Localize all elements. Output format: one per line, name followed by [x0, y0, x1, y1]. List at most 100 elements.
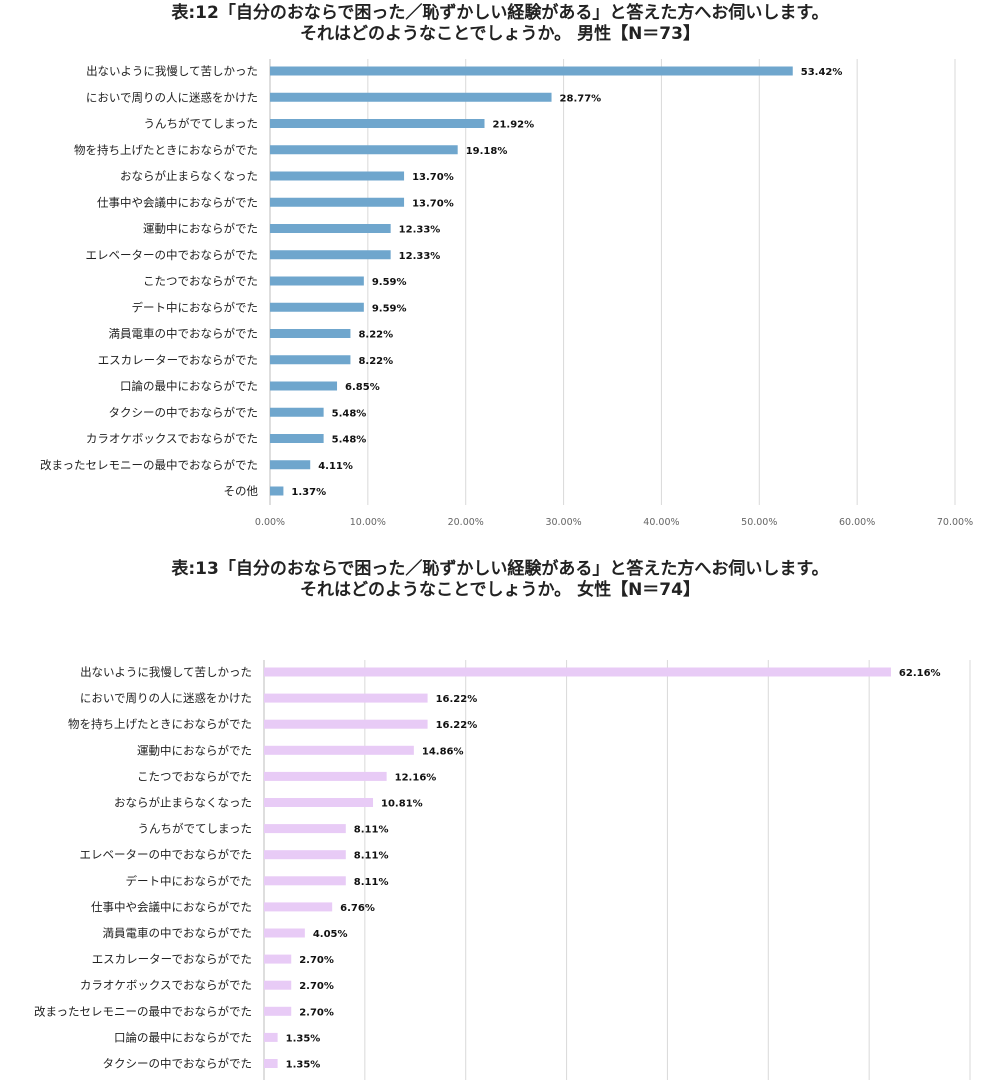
value-label: 1.35%: [286, 1033, 321, 1044]
category-label: 改まったセレモニーの最中でおならがでた: [40, 458, 258, 472]
value-label: 9.59%: [372, 277, 407, 288]
bar-chart-female: 0.00%10.00%20.00%30.00%40.00%50.00%60.00…: [34, 660, 971, 1080]
value-label: 14.86%: [422, 746, 464, 757]
x-tick-label: 10.00%: [350, 517, 386, 528]
bar: [264, 902, 333, 912]
value-label: 2.70%: [299, 955, 334, 966]
value-label: 19.18%: [466, 146, 508, 157]
x-tick-label: 40.00%: [643, 517, 679, 528]
value-label: 5.48%: [332, 435, 367, 446]
chart-title-line1: 表:13「自分のおならで困った／恥ずかしい経験がある」と答えた方へお伺いします。: [171, 559, 829, 579]
value-label: 8.22%: [358, 330, 393, 341]
category-label: 出ないように我慢して苦しかった: [80, 665, 252, 679]
bar: [264, 693, 428, 703]
value-label: 13.70%: [412, 172, 454, 183]
bar: [264, 1006, 292, 1016]
bar: [264, 954, 292, 964]
chart-title-line2: それはどのようなことでしょうか。 女性【N＝74】: [300, 580, 700, 600]
bar: [270, 460, 311, 470]
bar: [270, 250, 391, 260]
category-label: 満員電車の中でおならがでた: [103, 926, 253, 940]
bar: [270, 224, 391, 233]
x-tick-label: 30.00%: [545, 517, 581, 528]
chart-title: 表:13「自分のおならで困った／恥ずかしい経験がある」と答えた方へお伺いします。…: [0, 559, 1000, 601]
bar: [264, 771, 387, 781]
x-tick-label: 0.00%: [255, 517, 285, 528]
category-label: うんちがでてしまった: [143, 117, 258, 131]
value-label: 16.22%: [436, 720, 478, 731]
value-label: 21.92%: [493, 120, 535, 131]
category-label: 満員電車の中でおならがでた: [109, 327, 259, 341]
category-label: 運動中におならがでた: [143, 222, 258, 236]
category-label: 仕事中や会議中におならがでた: [91, 900, 252, 914]
category-label: こたつでおならがでた: [143, 274, 258, 288]
category-label: その他: [224, 484, 259, 498]
bar: [270, 407, 324, 417]
category-label: 改まったセレモニーの最中でおならがでた: [34, 1004, 252, 1018]
value-label: 8.11%: [354, 877, 389, 888]
bar: [270, 302, 364, 312]
category-label: 口論の最中におならがでた: [120, 379, 258, 393]
category-label: こたつでおならがでた: [137, 769, 252, 783]
bar: [264, 1059, 278, 1068]
chart-male: 表:12「自分のおならで困った／恥ずかしい経験がある」と答えた方へお伺いします。…: [0, 3, 1000, 528]
value-label: 2.70%: [299, 981, 334, 992]
category-label: エスカレーターでおならがでた: [92, 952, 252, 966]
value-label: 12.33%: [399, 225, 441, 236]
chart-title: 表:12「自分のおならで困った／恥ずかしい経験がある」と答えた方へお伺いします。…: [0, 3, 1000, 45]
value-label: 12.16%: [395, 772, 437, 783]
category-label: デート中におならがでた: [132, 300, 259, 314]
x-tick-label: 20.00%: [448, 517, 484, 528]
x-tick-label: 70.00%: [937, 517, 973, 528]
value-label: 53.42%: [801, 67, 843, 78]
category-label: おならが止まらなくなった: [114, 796, 252, 810]
value-label: 62.16%: [899, 668, 941, 679]
bar: [264, 980, 292, 990]
value-label: 2.70%: [299, 1007, 334, 1018]
bar: [264, 719, 428, 729]
bar: [264, 798, 374, 807]
category-label: においで周りの人に迷惑をかけた: [86, 90, 258, 104]
bar: [270, 92, 552, 102]
value-label: 8.11%: [354, 851, 389, 862]
category-label: エレベーターの中でおならがでた: [86, 248, 259, 262]
bar: [270, 145, 458, 155]
chart-title-line1: 表:12「自分のおならで困った／恥ずかしい経験がある」と答えた方へお伺いします。: [171, 3, 829, 23]
bar: [270, 355, 351, 365]
bar: [270, 486, 284, 496]
bar: [270, 434, 324, 443]
bar: [270, 119, 485, 128]
category-label: タクシーの中でおならがでた: [109, 405, 259, 419]
bar: [264, 876, 346, 886]
bar: [264, 667, 891, 677]
bar: [270, 276, 364, 286]
bar-chart-male: 0.00% 10.00% 20.00% 30.00% 40.00% 50.00% 60.00…: [40, 59, 973, 528]
value-label: 13.70%: [412, 198, 454, 209]
bar: [270, 329, 351, 338]
value-label: 8.22%: [358, 356, 393, 367]
category-label: エスカレーターでおならがでた: [98, 353, 258, 367]
category-label: デート中におならがでた: [126, 874, 253, 888]
chart-female: 表:13「自分のおならで困った／恥ずかしい経験がある」と答えた方へお伺いします。…: [0, 556, 1000, 1080]
bar: [270, 66, 793, 76]
value-label: 16.22%: [436, 694, 478, 705]
category-label: 口論の最中におならがでた: [114, 1030, 252, 1044]
category-label: においで周りの人に迷惑をかけた: [80, 691, 252, 705]
category-label: カラオケボックスでおならがでた: [80, 978, 252, 992]
category-label: エレベーターの中でおならがでた: [80, 848, 253, 862]
bar: [270, 197, 405, 207]
value-label: 6.85%: [345, 382, 380, 393]
category-label: 物を持ち上げたときにおならがでた: [74, 143, 258, 157]
category-label: カラオケボックスでおならがでた: [86, 432, 258, 446]
value-label: 5.48%: [332, 408, 367, 419]
value-label: 4.05%: [313, 929, 348, 940]
value-label: 9.59%: [372, 303, 407, 314]
value-label: 8.11%: [354, 825, 389, 836]
bar: [264, 928, 305, 938]
category-label: 物を持ち上げたときにおならがでた: [68, 717, 252, 731]
x-tick-label: 50.00%: [741, 517, 777, 528]
chart-title-line2: それはどのようなことでしょうか。 男性【N＝73】: [300, 24, 700, 44]
category-label: タクシーの中でおならがでた: [103, 1057, 253, 1071]
category-label: 仕事中や会議中におならがでた: [97, 195, 258, 209]
category-label: うんちがでてしまった: [137, 822, 252, 836]
